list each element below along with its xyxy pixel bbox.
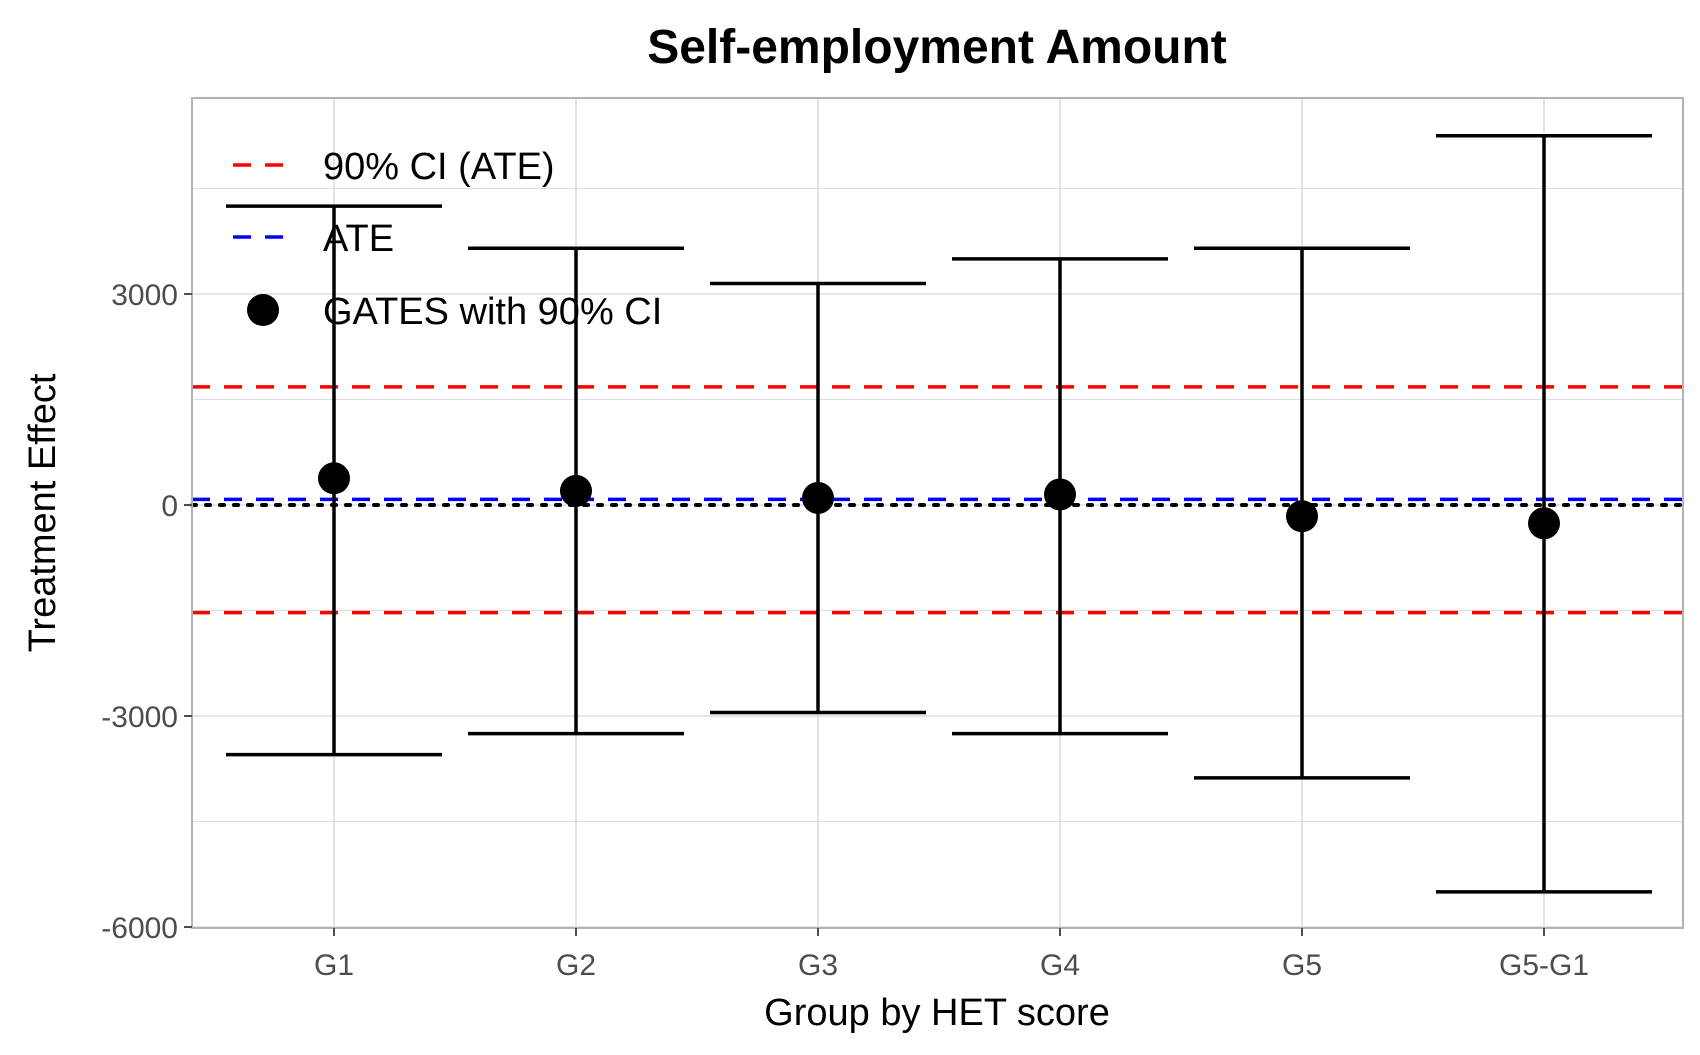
- legend-ci-ate-label: 90% CI (ATE): [323, 146, 555, 188]
- y-axis-title: Treatment Effect: [22, 373, 64, 652]
- legend-gates-swatch: [247, 294, 279, 326]
- x-tick-label: G4: [1040, 949, 1080, 982]
- y-tick-label: -6000: [101, 912, 178, 945]
- x-tick-label: G5: [1282, 949, 1322, 982]
- y-tick-label: 3000: [111, 279, 178, 312]
- gates-point-G4: [1044, 478, 1076, 511]
- y-tick-label: -3000: [101, 701, 178, 734]
- y-tick-label: 0: [161, 490, 178, 523]
- reference-lines: [190, 385, 1685, 615]
- x-axis-title: Group by HET score: [764, 992, 1110, 1034]
- x-tick-label: G1: [314, 949, 354, 982]
- legend: 90% CI (ATE) ATE GATES with 90% CI: [233, 146, 662, 333]
- x-tick-label: G5-G1: [1499, 949, 1589, 982]
- x-tick-label: G2: [556, 949, 596, 982]
- grid-lines: [192, 98, 1683, 928]
- gates-points: [318, 462, 1560, 540]
- gates-point-G2: [560, 474, 592, 507]
- x-tick-label: G3: [798, 949, 838, 982]
- gates-point-G3: [802, 481, 834, 514]
- error-bars: [226, 134, 1652, 894]
- panel-border: [191, 97, 1684, 929]
- gates-point-G5-G1: [1528, 507, 1560, 540]
- gates-point-G5: [1286, 500, 1318, 533]
- gates-point-G1: [318, 462, 350, 495]
- legend-gates-label: GATES with 90% CI: [323, 291, 662, 333]
- y-axis-ticks: -6000 -3000 0 3000: [101, 279, 192, 945]
- x-axis-ticks: G1 G2 G3 G4 G5 G5-G1: [314, 928, 1589, 982]
- chart-title: Self-employment Amount: [647, 21, 1227, 74]
- legend-ate-label: ATE: [323, 218, 394, 260]
